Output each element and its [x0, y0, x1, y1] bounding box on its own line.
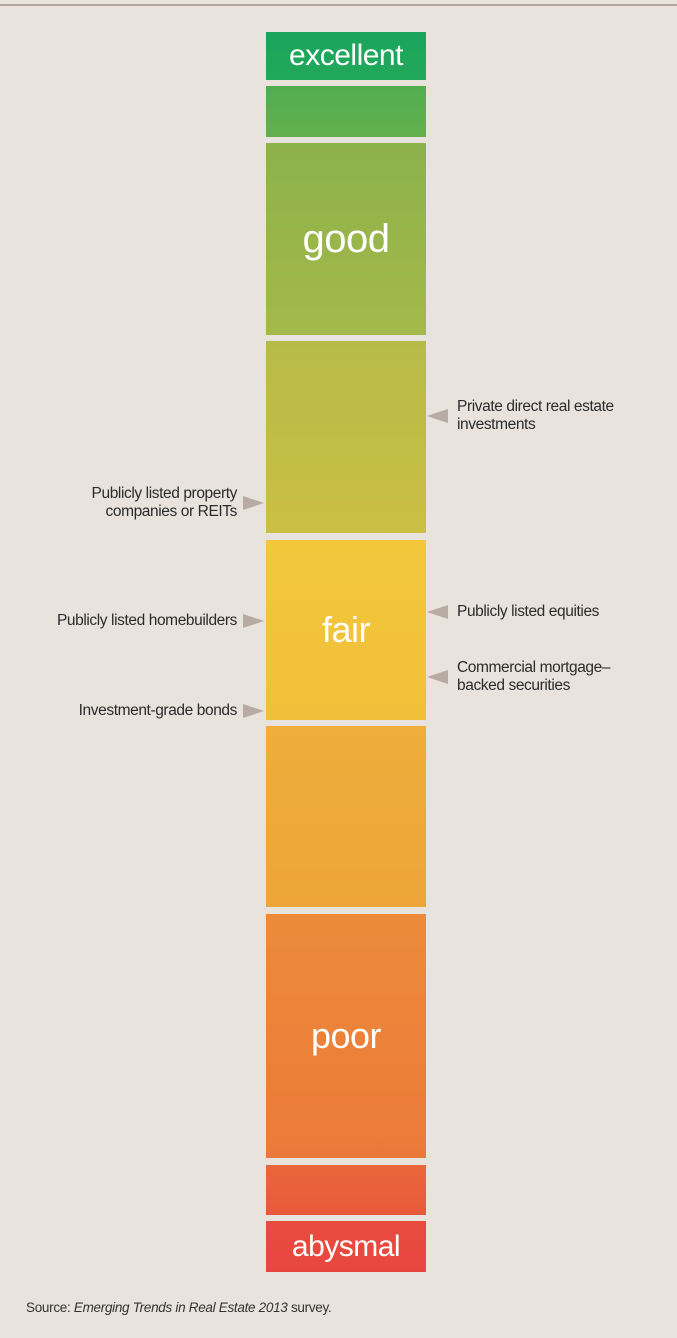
item-line: investments — [457, 416, 536, 433]
item-line: Private direct real estate — [457, 398, 614, 415]
scale-label: poor — [310, 1015, 382, 1056]
item-line: companies or REITs — [105, 503, 238, 520]
scale-segment — [266, 341, 426, 533]
source-note: Source: Emerging Trends in Real Estate 2… — [26, 1300, 332, 1315]
scale-label: excellent — [289, 39, 403, 72]
scale-label: fair — [321, 609, 371, 650]
arrow-shape — [243, 614, 264, 628]
item-label: Private direct real estate investments — [457, 398, 614, 434]
scale-segment: fair — [266, 540, 426, 720]
source-suffix: survey. — [290, 1300, 332, 1315]
scale-label: good — [302, 216, 390, 261]
pointer-arrow — [427, 670, 448, 684]
item-label: Publicly listed equities — [457, 603, 599, 621]
scale-segment: good — [266, 143, 426, 335]
scale-segment: abysmal — [266, 1221, 426, 1272]
item-line: Publicly listed property — [91, 485, 238, 502]
scale-segment: excellent — [266, 32, 426, 80]
arrow-shape — [427, 605, 448, 619]
scale-label: abysmal — [291, 1229, 401, 1263]
item-label: Commercial mortgage– backed securities — [457, 659, 610, 695]
item-label: Publicly listed homebuilders — [57, 612, 237, 630]
scale-segment — [266, 86, 426, 137]
item-label: Investment-grade bonds — [78, 702, 238, 720]
arrow-shape — [427, 409, 448, 423]
pointer-arrow — [243, 496, 264, 510]
source-title: Emerging Trends in Real Estate 2013 — [73, 1300, 288, 1315]
item-line: Publicly listed equities — [457, 603, 600, 620]
item-line: backed securities — [457, 677, 570, 694]
source-prefix: Source: — [26, 1300, 71, 1315]
scale-segment — [266, 726, 426, 907]
scale-segment: poor — [266, 914, 426, 1158]
scale-segment — [266, 1165, 426, 1215]
arrow-shape — [243, 496, 264, 510]
arrow-shape — [243, 704, 264, 718]
top-rule — [0, 4, 677, 6]
pointer-arrow — [243, 704, 264, 718]
item-line: Commercial mortgage– — [457, 659, 611, 676]
pointer-arrow — [427, 605, 448, 619]
arrow-shape — [427, 670, 448, 684]
item-label: Publicly listed property companies or REI… — [91, 485, 238, 521]
pointer-arrow — [427, 409, 448, 423]
item-line: Investment-grade bonds — [78, 702, 238, 719]
pointer-arrow — [243, 614, 264, 628]
item-line: Publicly listed homebuilders — [56, 612, 237, 629]
